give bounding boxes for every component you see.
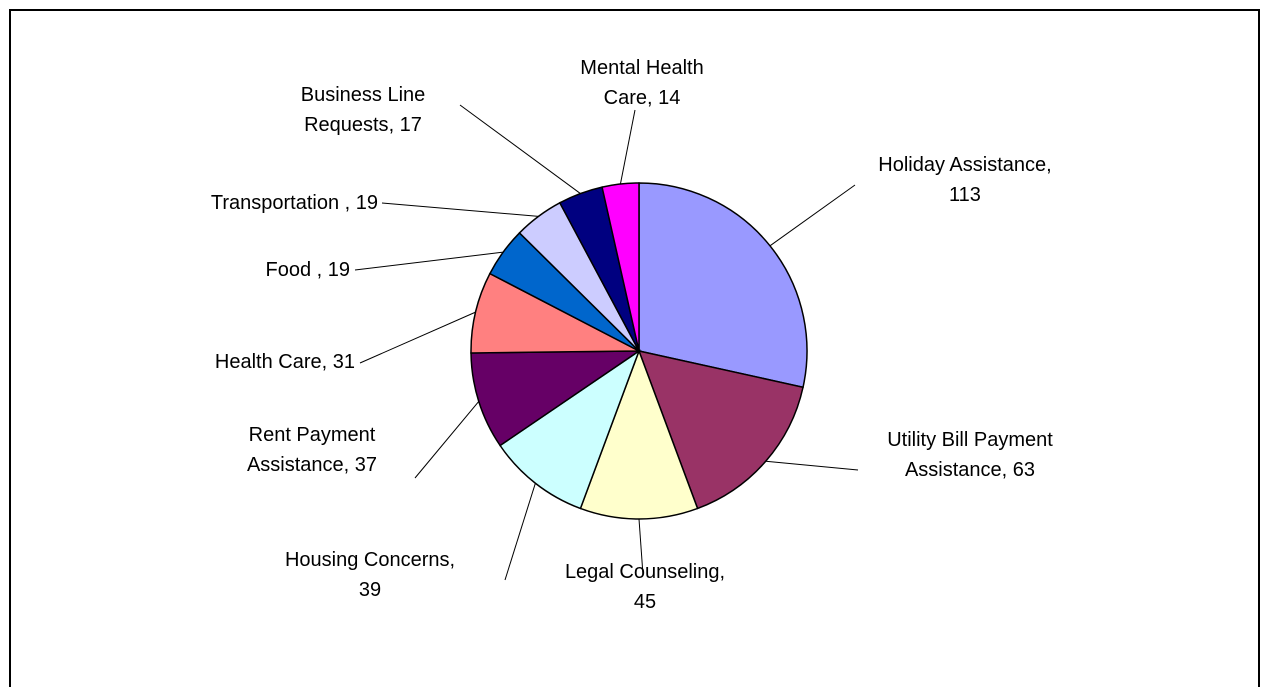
leader-line bbox=[765, 460, 859, 471]
data-label: Utility Bill Payment Assistance, 63 bbox=[855, 425, 1085, 485]
leader-line bbox=[381, 202, 539, 217]
label-value: , 19 bbox=[316, 259, 350, 281]
data-label: Food , 19 bbox=[100, 255, 350, 285]
data-label: Rent Payment Assistance, 37 bbox=[232, 420, 392, 480]
label-category: Business Line Requests bbox=[300, 84, 426, 136]
label-value: , 113 bbox=[949, 154, 1052, 206]
data-label: Transportation , 19 bbox=[78, 188, 378, 218]
pie-slice bbox=[637, 349, 804, 510]
leader-line bbox=[619, 109, 636, 185]
data-label: Housing Concerns, 39 bbox=[275, 545, 465, 605]
label-category: Food bbox=[265, 259, 317, 281]
leader-line bbox=[638, 518, 644, 576]
label-category: Legal Counseling bbox=[564, 561, 720, 583]
data-label: Business Line Requests, 17 bbox=[288, 80, 438, 140]
label-value: , 31 bbox=[321, 351, 355, 373]
label-category: Housing Concerns bbox=[284, 549, 450, 571]
pie-slice bbox=[499, 349, 641, 510]
leader-line bbox=[504, 483, 536, 581]
leader-line bbox=[414, 401, 480, 479]
leader-line bbox=[354, 251, 504, 271]
leader-line bbox=[359, 311, 476, 364]
label-value: , 14 bbox=[647, 87, 681, 109]
label-value: , 45 bbox=[633, 561, 726, 613]
leader-line bbox=[769, 184, 856, 247]
label-value: , 63 bbox=[1001, 459, 1036, 481]
label-value: , 37 bbox=[343, 454, 378, 476]
data-label: Holiday Assistance, 113 bbox=[865, 150, 1065, 210]
label-category: Transportation bbox=[210, 192, 345, 214]
data-label: Health Care, 31 bbox=[105, 347, 355, 377]
label-category: Holiday Assistance bbox=[878, 154, 1047, 176]
label-value: , 19 bbox=[344, 192, 378, 214]
label-category: Health Care bbox=[214, 351, 322, 373]
leader-line bbox=[459, 104, 581, 194]
label-value: , 17 bbox=[388, 114, 422, 136]
label-category: Utility Bill Payment Assistance bbox=[887, 429, 1053, 481]
label-value: , 39 bbox=[358, 549, 456, 601]
pie-slice bbox=[470, 350, 642, 447]
data-label: Legal Counseling, 45 bbox=[555, 557, 735, 617]
label-category: Mental Health Care bbox=[580, 57, 704, 109]
data-label: Mental Health Care, 14 bbox=[567, 53, 717, 113]
pie-slice bbox=[579, 348, 699, 520]
label-category: Rent Payment Assistance bbox=[246, 424, 376, 476]
